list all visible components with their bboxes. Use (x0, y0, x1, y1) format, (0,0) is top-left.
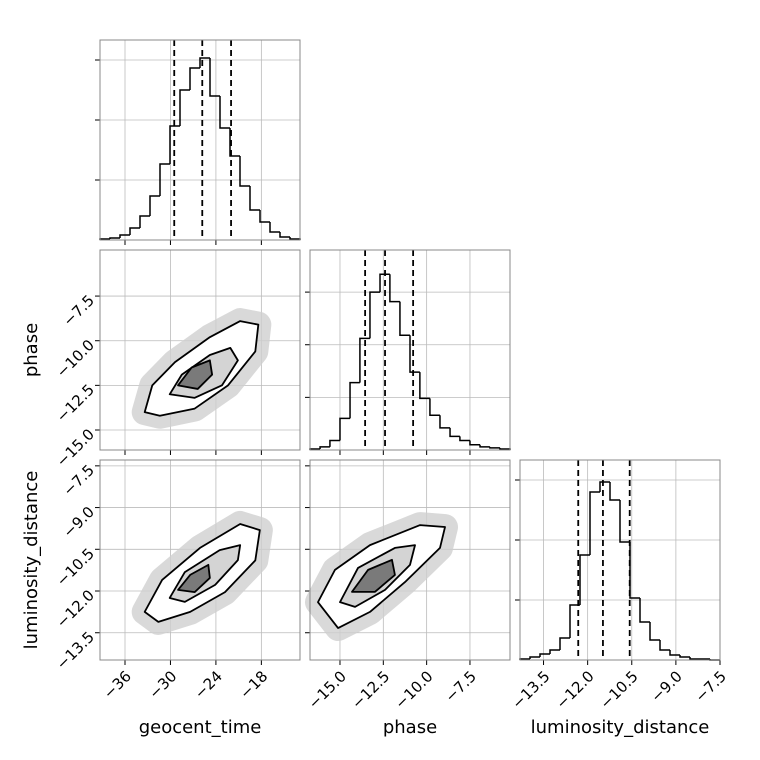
y-tick-label: −15.0 (53, 425, 98, 470)
hist-step (389, 274, 400, 303)
hist-step (529, 656, 540, 659)
hist-step (399, 301, 410, 337)
hist-step (199, 57, 210, 68)
panel-frame (99, 249, 301, 451)
x-tick-label: −7.5 (692, 667, 730, 705)
x-tick-label: −13.5 (508, 667, 553, 712)
contour (177, 563, 211, 594)
x-tick-label: −15.0 (305, 667, 350, 712)
x-tick-label: −10.5 (597, 667, 642, 712)
y-tick-label: −12.5 (53, 381, 98, 426)
y-axis-label: phase (21, 323, 42, 377)
x-axis-label: phase (383, 717, 437, 738)
hist-step (619, 500, 630, 543)
hist-step (209, 58, 220, 97)
hist-step (689, 657, 700, 660)
hist-step (349, 381, 360, 419)
hist-step (439, 415, 451, 429)
hist-step (159, 163, 170, 196)
hist-step (319, 446, 330, 449)
contour (351, 558, 396, 593)
hist-step (429, 398, 440, 417)
hist-step (239, 156, 250, 187)
y-tick-label: −13.5 (53, 628, 98, 673)
hist-step (369, 291, 381, 339)
y-tick-label: −9.0 (60, 503, 98, 541)
hist-step (179, 89, 190, 126)
contour (177, 359, 214, 390)
hist-step (169, 125, 180, 164)
panel-frame (309, 459, 511, 661)
y-tick-label: −10.0 (53, 336, 98, 381)
hist-step (379, 273, 390, 293)
hist-step (229, 128, 240, 157)
hist-step (469, 440, 481, 446)
x-tick-label: −36 (100, 667, 135, 702)
hist-step (359, 337, 370, 383)
hist-step (329, 439, 340, 447)
hist-step (649, 622, 660, 641)
hist-step (479, 444, 490, 448)
hist-step (559, 637, 570, 650)
x-axis-label: geocent_time (139, 717, 262, 738)
y-tick-label: −7.5 (60, 291, 98, 329)
hist-step (449, 427, 460, 438)
hist-step (219, 96, 230, 129)
x-tick-label: −10.0 (391, 667, 436, 712)
hist-step (609, 482, 620, 501)
panel-frame (99, 459, 301, 661)
hist-step (109, 237, 120, 239)
hist-step (249, 186, 260, 211)
panel-frame (309, 249, 511, 451)
hist-step (659, 640, 670, 651)
panel-frame (519, 459, 721, 661)
hist-step (269, 222, 280, 233)
x-tick-label: −12.0 (552, 667, 597, 712)
y-axis-label: luminosity_distance (21, 471, 42, 650)
hist-step (189, 67, 200, 90)
hist-step (459, 436, 470, 442)
y-tick-label: −12.0 (53, 586, 98, 631)
hist-step (279, 232, 290, 238)
panel-frame (99, 39, 301, 241)
hist-step (549, 649, 560, 654)
y-tick-label: −10.5 (53, 545, 98, 590)
hist-step (339, 417, 351, 441)
hist-step (669, 650, 680, 656)
x-tick-label: −18 (236, 667, 271, 702)
x-axis-label: luminosity_distance (531, 717, 710, 738)
x-tick-label: −24 (191, 667, 226, 702)
hist-step (639, 598, 650, 623)
hist-step (579, 554, 590, 605)
hist-step (419, 372, 430, 400)
hist-step (129, 227, 140, 235)
x-tick-label: −12.5 (348, 667, 393, 712)
hist-step (569, 604, 580, 638)
hist-step (149, 195, 160, 216)
x-tick-label: −7.5 (441, 667, 479, 705)
hist-step (139, 215, 150, 228)
hist-step (599, 481, 610, 492)
hist-step (679, 655, 690, 658)
x-tick-label: −30 (145, 667, 180, 702)
x-tick-label: −9.0 (647, 667, 685, 705)
hist-step (119, 234, 130, 238)
hist-step (539, 653, 550, 657)
hist-step (589, 491, 600, 555)
hist-step (409, 335, 420, 373)
hist-step (259, 210, 270, 223)
hist-step (489, 446, 500, 449)
